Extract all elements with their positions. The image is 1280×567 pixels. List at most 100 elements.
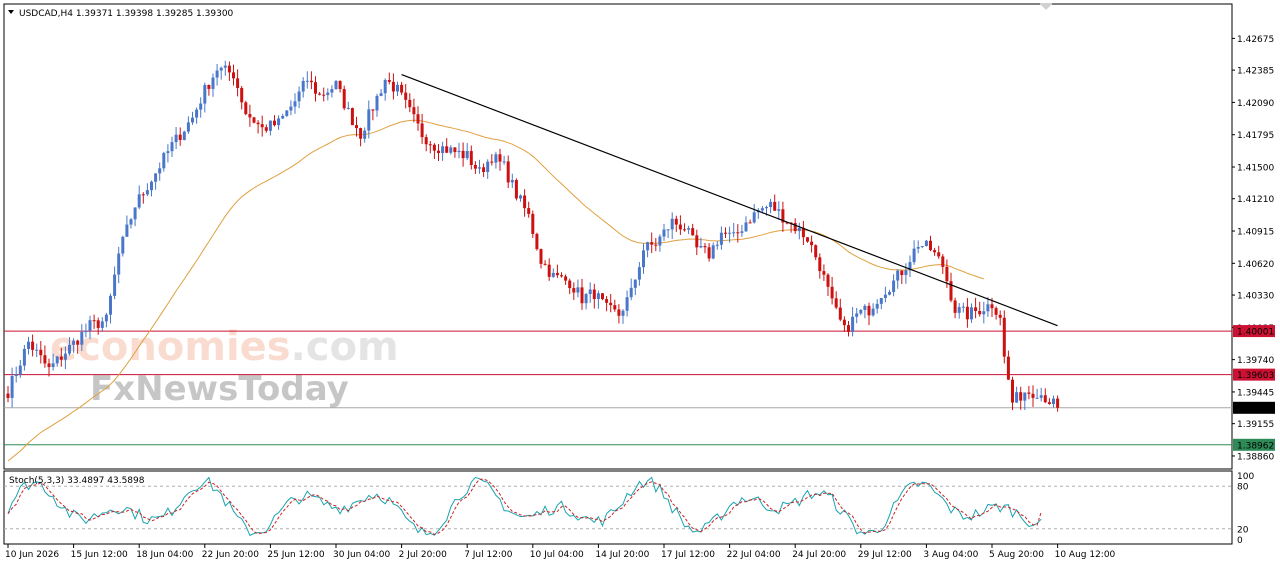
horizontal-levels: [4, 330, 1232, 446]
candle-body: [76, 340, 80, 345]
candle: [818, 253, 822, 279]
x-tick-label: 22 Jun 20:00: [202, 550, 259, 560]
candle-body: [154, 173, 158, 182]
candle: [617, 304, 621, 324]
candle: [35, 343, 39, 358]
candle: [506, 155, 510, 189]
chevron-down-icon[interactable]: [8, 10, 14, 14]
candle-body: [63, 353, 67, 360]
trendline[interactable]: [401, 73, 1058, 327]
candle: [248, 104, 252, 127]
candle-body: [900, 270, 904, 276]
candle-body: [859, 309, 863, 314]
candle: [514, 178, 518, 201]
candle-body: [72, 340, 76, 345]
x-tick-label: 10 Jul 04:00: [530, 550, 584, 560]
candle: [592, 283, 596, 309]
candle-body: [961, 306, 965, 308]
candle-body: [260, 124, 264, 128]
candle: [424, 134, 428, 152]
price-label-box: [1233, 325, 1275, 338]
candle-body: [912, 248, 916, 263]
candle-body: [1002, 317, 1006, 357]
x-tick-label: 10 Aug 12:00: [1055, 550, 1116, 560]
candle-body: [199, 103, 203, 110]
candle: [375, 93, 379, 117]
candle: [654, 237, 658, 252]
x-tick-label: 17 Jul 12:00: [661, 550, 715, 560]
candle-body: [920, 246, 924, 248]
candle: [555, 264, 559, 278]
candle: [342, 85, 346, 111]
candle: [68, 337, 71, 356]
candle: [420, 113, 424, 144]
candle: [195, 107, 199, 124]
candle-body: [117, 253, 121, 275]
candle: [609, 293, 613, 313]
candle: [703, 243, 707, 254]
candle: [683, 223, 686, 232]
trendline-path[interactable]: [401, 73, 1058, 327]
candle: [933, 247, 937, 256]
candle-body: [883, 294, 887, 299]
candle: [43, 345, 47, 368]
candle: [457, 142, 461, 159]
candle-body: [437, 150, 440, 154]
candle: [523, 189, 527, 217]
candle-body: [240, 87, 244, 103]
candle: [629, 278, 633, 301]
stoch-tick-label: 100: [1237, 472, 1254, 482]
candle-body: [625, 297, 629, 311]
candle: [838, 298, 842, 322]
candle-body: [769, 201, 773, 208]
candle: [851, 307, 855, 337]
candle: [305, 71, 309, 89]
candle-body: [773, 201, 777, 211]
candle-body: [289, 106, 293, 111]
candle: [777, 201, 781, 220]
candle: [268, 120, 272, 136]
candle: [482, 163, 486, 177]
candle-body: [711, 245, 715, 259]
candle-body: [465, 151, 469, 159]
candle: [314, 76, 317, 102]
candle: [478, 159, 481, 174]
candle-body: [1027, 392, 1031, 394]
candle-body: [752, 212, 756, 223]
candle-body: [822, 271, 826, 275]
candle: [691, 223, 695, 236]
candle-body: [695, 235, 699, 248]
candle: [96, 317, 100, 335]
candle-body: [642, 250, 645, 268]
candle: [203, 82, 207, 113]
candle: [674, 215, 678, 232]
candle: [387, 72, 391, 85]
candle: [236, 69, 240, 97]
candle: [695, 229, 699, 256]
candle-body: [740, 231, 744, 233]
candle: [1002, 310, 1006, 364]
candle-body: [1006, 356, 1010, 380]
candle: [359, 127, 363, 147]
chart-scroll-icon[interactable]: [1039, 3, 1053, 10]
candle-body: [252, 117, 256, 123]
candle-body: [334, 81, 338, 90]
candle-body: [31, 341, 35, 350]
candle: [637, 262, 641, 286]
candle: [80, 324, 84, 351]
candle-body: [748, 222, 752, 224]
candle-body: [150, 181, 153, 191]
candle: [965, 298, 969, 328]
candle: [1015, 386, 1019, 403]
candle: [929, 235, 932, 252]
candle-body: [305, 80, 309, 82]
candle-body: [781, 209, 785, 223]
candle: [260, 115, 264, 137]
candle-body: [473, 165, 477, 169]
candle-body: [145, 190, 149, 195]
candle-body: [498, 154, 502, 162]
candle: [519, 194, 522, 202]
candle-body: [318, 93, 322, 95]
candle-body: [68, 344, 71, 354]
